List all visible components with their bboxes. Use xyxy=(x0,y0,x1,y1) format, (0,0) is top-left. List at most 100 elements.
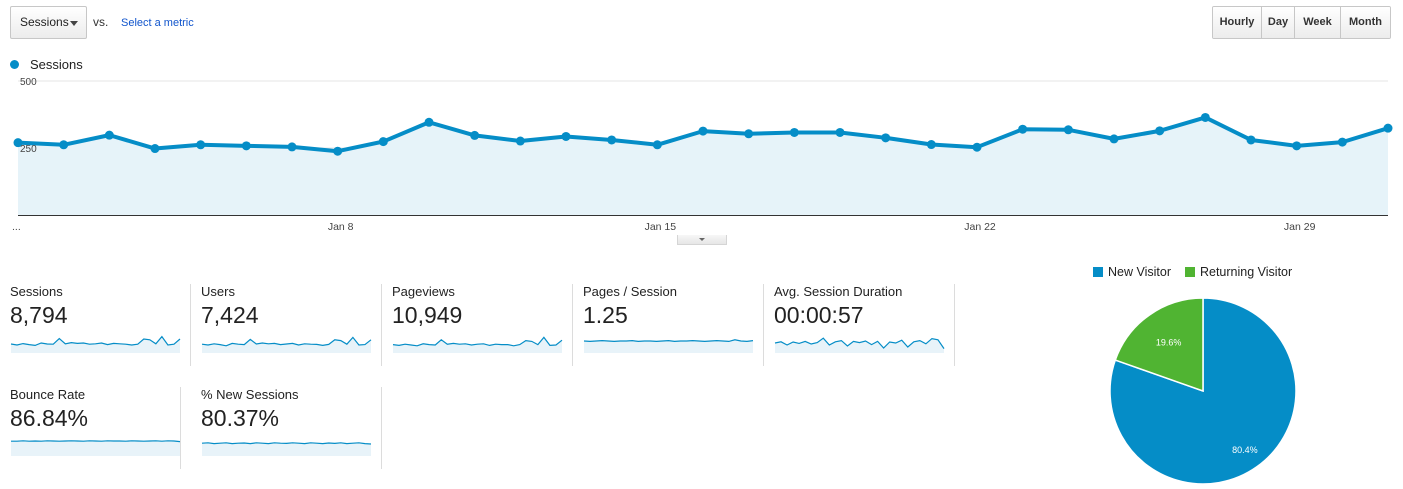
tile-label: Pageviews xyxy=(392,284,455,299)
tile-sparkline xyxy=(392,336,563,353)
data-point[interactable] xyxy=(424,117,434,127)
tile-users[interactable]: Users 7,424 xyxy=(201,284,382,366)
sparkline-line xyxy=(583,339,754,343)
pie-legend-label: Returning Visitor xyxy=(1199,265,1293,279)
tile-sparkline xyxy=(11,440,181,456)
tile-sparkline xyxy=(201,336,372,353)
tile-pageviews[interactable]: Pageviews 10,949 xyxy=(392,284,573,366)
y-tick-label: 500 xyxy=(20,78,37,88)
pie-slice-returning-visitor[interactable] xyxy=(1114,297,1204,393)
x-tick-label: ... xyxy=(12,221,21,233)
data-point[interactable] xyxy=(1018,124,1028,134)
data-point[interactable] xyxy=(1246,135,1256,145)
tile-label: Bounce Rate xyxy=(10,387,86,402)
sparkline-line xyxy=(201,336,372,347)
period-day-button[interactable]: Day xyxy=(1262,7,1295,38)
tile-label: Users xyxy=(201,284,235,299)
data-point[interactable] xyxy=(196,140,206,150)
data-point[interactable] xyxy=(881,133,891,143)
sparkline-line xyxy=(201,442,372,445)
legend-series-label: Sessions xyxy=(30,57,83,72)
pie-legend-item-returning-visitor[interactable]: Returning Visitor xyxy=(1184,265,1293,279)
pie-slice-label: 80.4% xyxy=(1232,445,1258,455)
line-chart-legend: Sessions xyxy=(10,57,83,72)
data-point[interactable] xyxy=(150,144,160,154)
tile-sparkline xyxy=(583,339,754,353)
period-week-button[interactable]: Week xyxy=(1295,7,1341,38)
data-point[interactable] xyxy=(1292,141,1302,151)
y-tick-label: 250 xyxy=(20,144,37,155)
sparkline-line xyxy=(10,335,181,347)
sparkline-area xyxy=(393,337,562,353)
vs-label: vs. xyxy=(93,15,109,29)
data-point[interactable] xyxy=(241,141,251,151)
data-point[interactable] xyxy=(561,131,571,141)
x-tick-label: Jan 29 xyxy=(1284,221,1316,233)
sparkline-area xyxy=(202,337,371,353)
sparkline-area xyxy=(775,338,944,353)
data-point[interactable] xyxy=(1063,125,1073,135)
data-point[interactable] xyxy=(1109,134,1119,144)
sparkline-line xyxy=(392,336,563,347)
data-point[interactable] xyxy=(104,130,114,140)
series-area xyxy=(18,117,1388,215)
data-point[interactable] xyxy=(698,126,708,136)
data-point[interactable] xyxy=(470,130,480,140)
x-tick-label: Jan 8 xyxy=(328,221,354,233)
legend-swatch-icon xyxy=(1093,267,1103,277)
metric-select[interactable]: Sessions xyxy=(10,6,87,39)
pie-slice-new-visitor[interactable] xyxy=(1109,297,1297,485)
data-point[interactable] xyxy=(333,146,343,156)
data-point[interactable] xyxy=(1337,137,1347,147)
data-point[interactable] xyxy=(515,136,525,146)
tile-label: Pages / Session xyxy=(583,284,677,299)
legend-dot-icon xyxy=(10,60,19,69)
tile-label: Avg. Session Duration xyxy=(774,284,903,299)
tile-label: % New Sessions xyxy=(201,387,299,402)
chart-expander-button[interactable] xyxy=(677,235,727,245)
data-point[interactable] xyxy=(607,135,617,145)
period-hourly-button[interactable]: Hourly xyxy=(1213,7,1262,38)
tile-value: 8,794 xyxy=(10,302,68,328)
metric-select-value: Sessions xyxy=(20,15,69,29)
tile-value: 1.25 xyxy=(583,302,628,328)
data-point[interactable] xyxy=(652,140,662,150)
sparkline-area xyxy=(202,442,371,456)
data-point[interactable] xyxy=(287,142,297,152)
pie-legend: New Visitor Returning Visitor xyxy=(1093,265,1306,279)
pie-slice-label: 19.6% xyxy=(1156,337,1182,347)
data-point[interactable] xyxy=(1200,112,1210,122)
data-point[interactable] xyxy=(789,127,799,137)
tile-value: 00:00:57 xyxy=(774,302,864,328)
x-tick-label: Jan 22 xyxy=(964,221,996,233)
data-point[interactable] xyxy=(835,127,845,137)
tile-label: Sessions xyxy=(10,284,63,299)
tile-sessions[interactable]: Sessions 8,794 xyxy=(10,284,191,366)
data-point[interactable] xyxy=(1155,126,1165,136)
sparkline-area xyxy=(11,336,180,353)
sparkline-line xyxy=(774,337,945,349)
data-point[interactable] xyxy=(59,140,69,150)
data-point[interactable] xyxy=(926,140,936,150)
data-point[interactable] xyxy=(378,137,388,147)
tile-bounce-rate[interactable]: Bounce Rate 86.84% xyxy=(10,387,181,469)
pie-legend-item-new-visitor[interactable]: New Visitor xyxy=(1093,265,1171,279)
select-metric-link[interactable]: Select a metric xyxy=(121,17,194,29)
data-point[interactable] xyxy=(1383,123,1393,133)
visitor-type-pie-chart: 80.4% 19.6% xyxy=(1109,297,1297,485)
sparkline-line xyxy=(11,440,181,443)
tile-sparkline xyxy=(10,335,181,353)
period-toggle-group: Hourly Day Week Month xyxy=(1212,6,1391,39)
tile-new-sessions[interactable]: % New Sessions 80.37% xyxy=(201,387,382,469)
data-point[interactable] xyxy=(972,142,982,152)
data-point[interactable] xyxy=(744,129,754,139)
legend-swatch-icon xyxy=(1184,267,1195,277)
tile-value: 80.37% xyxy=(201,405,280,431)
tile-value: 10,949 xyxy=(392,302,463,328)
tile-avg-session-duration[interactable]: Avg. Session Duration 00:00:57 xyxy=(774,284,955,366)
sessions-line-chart: 500 250... Jan 8 Jan 15 Jan 22 Jan 29 xyxy=(12,78,1393,233)
sparkline-area xyxy=(584,339,753,353)
period-month-button[interactable]: Month xyxy=(1341,7,1390,38)
data-point[interactable] xyxy=(13,138,23,148)
tile-pages-per-session[interactable]: Pages / Session 1.25 xyxy=(583,284,764,366)
